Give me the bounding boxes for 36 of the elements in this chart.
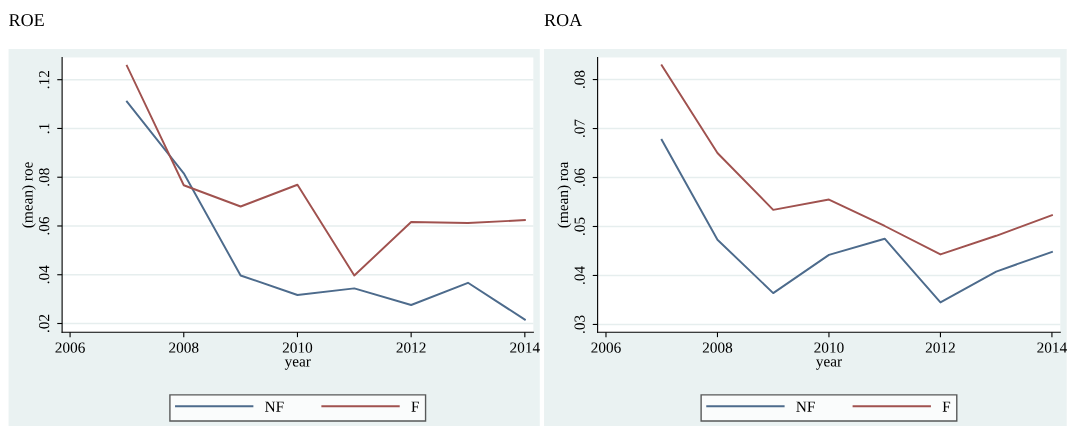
y-tick-label: .08 bbox=[38, 168, 50, 186]
legend-label: NF bbox=[265, 401, 284, 412]
line-series bbox=[660, 138, 1053, 304]
y-axis-title: (mean) roa bbox=[557, 161, 572, 228]
y-axis-title: (mean) roe bbox=[21, 162, 36, 228]
line-series bbox=[660, 64, 1053, 256]
y-tick-label: .05 bbox=[574, 217, 585, 236]
chart-title: ROA bbox=[544, 14, 583, 27]
line-series bbox=[125, 100, 526, 321]
y-tick-label: .07 bbox=[574, 119, 585, 138]
y-tick-label: .08 bbox=[574, 70, 585, 89]
legend-label: F bbox=[411, 401, 419, 412]
y-tick-label: .06 bbox=[574, 168, 585, 187]
x-tick-label: 2008 bbox=[169, 342, 199, 353]
legend-label: NF bbox=[796, 401, 815, 412]
x-tick-label: 2006 bbox=[591, 342, 621, 353]
x-axis-title: year bbox=[284, 359, 311, 370]
x-tick-label: 2006 bbox=[55, 342, 85, 353]
y-tick-label: .1 bbox=[39, 123, 50, 134]
y-tick-label: .06 bbox=[38, 216, 50, 235]
x-tick-label: 2012 bbox=[396, 342, 426, 353]
y-tick-label: .04 bbox=[574, 266, 585, 285]
x-tick-label: 2014 bbox=[1037, 342, 1067, 353]
y-tick-label: .02 bbox=[38, 314, 50, 333]
chart-title: ROE bbox=[9, 14, 44, 27]
x-tick-label: 2012 bbox=[925, 342, 955, 353]
y-tick-label: .04 bbox=[38, 265, 50, 284]
legend-label: F bbox=[942, 401, 951, 412]
line-series bbox=[125, 64, 526, 277]
x-tick-label: 2010 bbox=[282, 342, 313, 353]
x-tick-label: 2010 bbox=[814, 342, 844, 353]
y-tick-label: .03 bbox=[574, 315, 585, 333]
y-tick-label: .12 bbox=[39, 70, 50, 89]
x-tick-label: 2008 bbox=[702, 342, 733, 353]
x-tick-label: 2014 bbox=[510, 342, 540, 353]
x-axis-title: year bbox=[816, 359, 842, 370]
